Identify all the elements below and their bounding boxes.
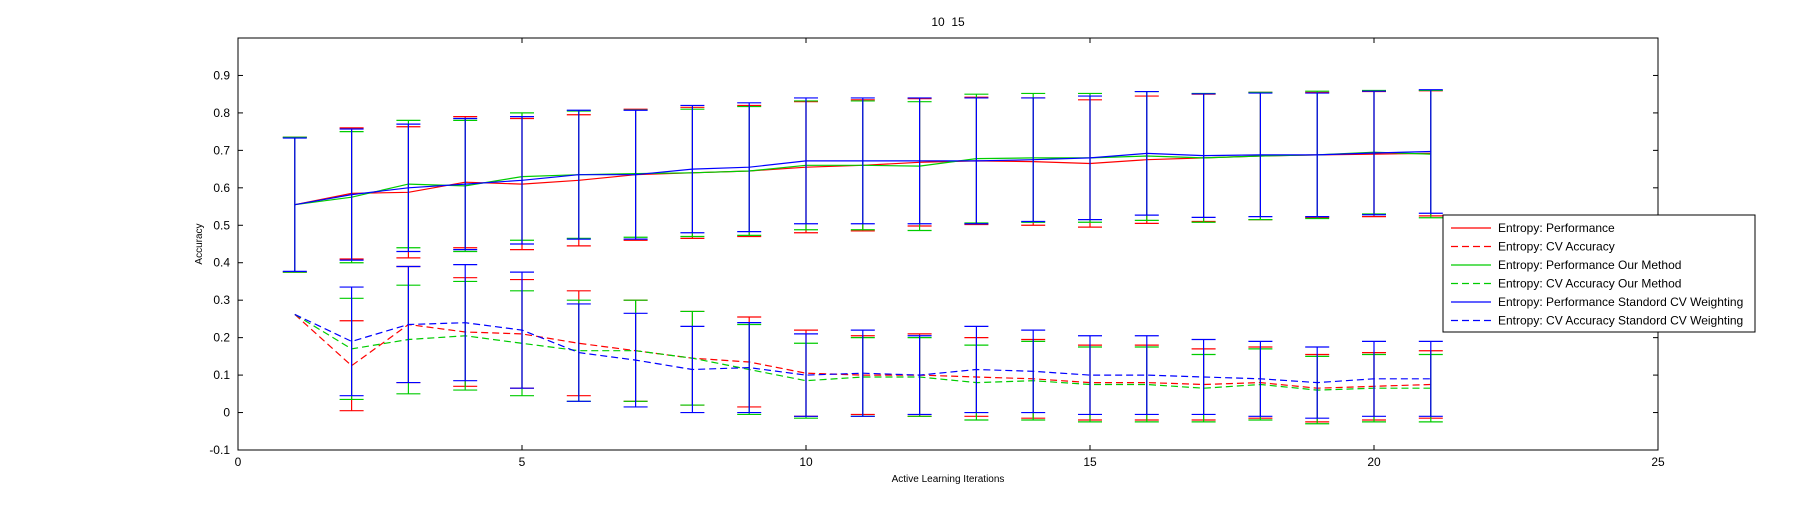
y-tick-label: 0.9	[213, 68, 230, 82]
x-tick-label: 15	[1083, 455, 1097, 469]
y-axis-label: Accuracy	[194, 223, 205, 264]
x-tick-label: 5	[519, 455, 526, 469]
x-tick-label: 25	[1651, 455, 1665, 469]
x-tick-label: 20	[1367, 455, 1381, 469]
legend-label: Entropy: Performance	[1498, 221, 1615, 235]
series-line	[294, 313, 1431, 391]
legend-label: Entropy: CV Accuracy	[1498, 240, 1615, 254]
series-6	[294, 264, 1443, 419]
legend-box	[1442, 214, 1756, 333]
y-tick-label: 0.3	[213, 293, 230, 307]
y-tick-label: 0.1	[213, 368, 230, 382]
y-tick-label: 0.6	[213, 181, 230, 195]
legend-label: Entropy: CV Accuracy Standord CV Weighti…	[1498, 314, 1743, 328]
legend: Entropy: Performance Entropy: CV Accuracy…	[1442, 214, 1756, 333]
chart-title: 10 15	[931, 15, 965, 29]
y-tick-label: 0	[223, 406, 230, 420]
y-tick-label: 0.2	[213, 331, 230, 345]
series-5	[282, 89, 1443, 272]
plot-area	[282, 89, 1443, 425]
series-line	[294, 313, 1431, 389]
legend-label: Entropy: Performance Standord CV Weighti…	[1498, 295, 1743, 309]
y-tick-label: 0.4	[213, 256, 230, 270]
y-tick-label: 0.8	[213, 106, 230, 120]
y-tick-label: 0.5	[213, 218, 230, 232]
x-tick-label: 10	[799, 455, 813, 469]
series-line	[294, 313, 1431, 384]
legend-label: Entropy: CV Accuracy Our Method	[1498, 277, 1681, 291]
x-axis-label: Active Learning Iterations	[892, 474, 1005, 485]
legend-label: Entropy: Performance Our Method	[1498, 258, 1681, 272]
y-tick-label: -0.1	[209, 443, 230, 457]
series-line	[294, 150, 1431, 206]
y-tick-label: 0.7	[213, 143, 230, 157]
x-tick-label: 0	[235, 455, 242, 469]
